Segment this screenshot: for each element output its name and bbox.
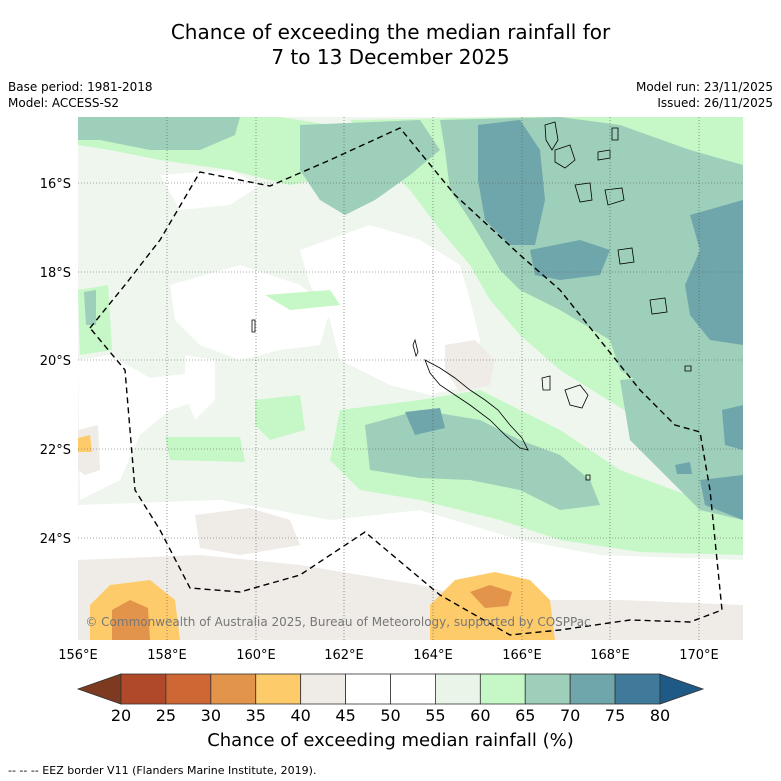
colorbar-tick-label: 65 <box>515 706 535 725</box>
colorbar-tick-label: 40 <box>290 706 310 725</box>
green-patch-2 <box>165 437 245 462</box>
colorbar-segment <box>345 673 391 705</box>
lat-label-18s: 18°S <box>40 266 71 281</box>
lon-label-162e: 162°E <box>324 648 364 663</box>
meta-left: Base period: 1981-2018 Model: ACCESS-S2 <box>8 79 153 111</box>
colorbar-tick-label: 75 <box>605 706 625 725</box>
lat-label-22s: 22°S <box>40 443 71 458</box>
colorbar-segment <box>255 673 302 705</box>
colorbar-segment <box>479 673 526 705</box>
issued-date: Issued: 26/11/2025 <box>657 96 773 110</box>
white-region-mid <box>300 225 480 395</box>
vanuatu-island-8 <box>611 127 619 141</box>
colorbar-tick-label: 55 <box>425 706 445 725</box>
teal-region-nw <box>78 117 240 150</box>
rainfall-map: © Commonwealth of Australia 2025, Bureau… <box>78 117 743 640</box>
colorbar-segment <box>524 673 571 705</box>
colorbar-segment <box>569 673 616 705</box>
chart-title: Chance of exceeding the median rainfall … <box>0 20 781 70</box>
darkteal-region-2 <box>530 240 610 280</box>
white-patch-small <box>185 355 215 420</box>
orange-region-s <box>470 585 512 608</box>
darkteal-region-4 <box>405 408 445 435</box>
orange-region-sw <box>112 600 150 640</box>
colorbar-low-arrow <box>76 673 122 705</box>
title-line-1: Chance of exceeding the median rainfall … <box>170 20 611 44</box>
colorbar-title: Chance of exceeding median rainfall (%) <box>207 730 574 751</box>
vanuatu-island-5 <box>604 187 625 206</box>
darkteal-region-1 <box>478 120 545 245</box>
colorbar-segment <box>165 673 212 705</box>
lon-label-160e: 160°E <box>236 648 276 663</box>
colorbar-segment <box>300 673 346 705</box>
lon-label-168e: 168°E <box>590 648 630 663</box>
vanuatu-island-4 <box>597 149 611 161</box>
offwhite-patch-1 <box>195 508 300 555</box>
white-region-north <box>160 170 260 210</box>
colorbar-ticks: 20 25 30 35 40 45 50 55 60 65 70 75 80 <box>111 706 670 725</box>
vanuatu-island-6 <box>617 247 635 265</box>
white-region-center <box>170 265 330 360</box>
white-region-west <box>78 355 215 500</box>
eez-footnote: -- -- -- EEZ border V11 (Flanders Marine… <box>8 764 317 777</box>
vanuatu-island-3 <box>574 182 593 203</box>
model-name: Model: ACCESS-S2 <box>8 96 120 110</box>
colorbar-tick-label: 20 <box>111 706 131 725</box>
colorbar-tick-label: 60 <box>470 706 490 725</box>
colorbar-segments <box>120 673 661 705</box>
offwhite-patch-2 <box>445 340 495 392</box>
lat-label-24s: 24°S <box>40 532 71 547</box>
belep-island <box>412 338 419 358</box>
colorbar: 20 25 30 35 40 45 50 55 60 65 70 75 80 <box>76 673 705 725</box>
loyalty-island-2 <box>541 375 551 391</box>
teal-patch-west <box>84 290 96 325</box>
darkteal-region-6 <box>722 405 743 450</box>
colorbar-tick-label: 80 <box>650 706 670 725</box>
colorbar-segment <box>390 673 436 705</box>
eez-border <box>89 127 723 636</box>
island-small-1 <box>585 474 591 481</box>
colorbar-segment <box>120 673 167 705</box>
lat-label-16s: 16°S <box>40 177 71 192</box>
island-small-2 <box>684 365 692 372</box>
loyalty-island-1 <box>564 384 589 409</box>
copyright-text: © Commonwealth of Australia 2025, Bureau… <box>85 615 590 629</box>
colorbar-tick-label: 45 <box>335 706 355 725</box>
green-patch-4 <box>255 395 305 440</box>
green-patch-1 <box>265 290 340 310</box>
vanuatu-island-2 <box>554 144 576 169</box>
lon-label-158e: 158°E <box>147 648 187 663</box>
darkteal-region-7 <box>675 462 692 474</box>
meta-right: Model run: 23/11/2025 Issued: 26/11/2025 <box>636 79 773 111</box>
colorbar-tick-label: 35 <box>246 706 266 725</box>
colorbar-tick-label: 70 <box>560 706 580 725</box>
base-period: Base period: 1981-2018 <box>8 80 153 94</box>
lon-label-164e: 164°E <box>413 648 453 663</box>
vanuatu-island-7 <box>649 297 668 315</box>
colorbar-tick-label: 30 <box>201 706 221 725</box>
colorbar-segment <box>435 673 481 705</box>
colorbar-tick-label: 50 <box>380 706 400 725</box>
yellow-patch-west <box>78 435 92 452</box>
model-run: Model run: 23/11/2025 <box>635 80 773 94</box>
lon-label-156e: 156°E <box>58 648 98 663</box>
lon-label-170e: 170°E <box>679 648 719 663</box>
darkteal-region-5 <box>700 475 743 520</box>
new-caledonia-coast <box>424 359 529 451</box>
colorbar-tick-label: 25 <box>156 706 176 725</box>
teal-region-north <box>300 120 440 215</box>
colorbar-segment <box>210 673 257 705</box>
colorbar-segment <box>614 673 661 705</box>
colorbar-high-arrow <box>659 673 705 705</box>
teal-region-center <box>365 410 600 510</box>
darkteal-region-3 <box>685 200 743 345</box>
lon-label-166e: 166°E <box>502 648 542 663</box>
offwhite-region-south <box>78 555 743 640</box>
lat-label-20s: 20°S <box>40 354 71 369</box>
vanuatu-island-1 <box>544 121 559 151</box>
island-small-3 <box>251 319 256 333</box>
gridlines <box>78 117 743 640</box>
title-line-2: 7 to 13 December 2025 <box>271 45 510 69</box>
